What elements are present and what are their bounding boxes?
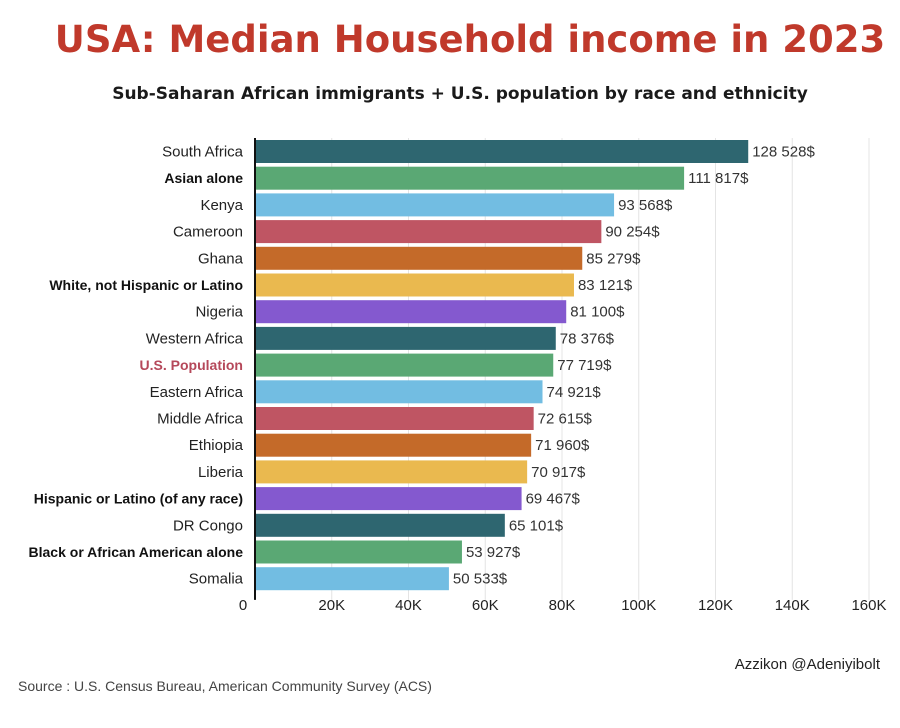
category-label: U.S. Population [140,357,243,373]
category-label: Middle Africa [157,411,244,428]
value-label: 78 376$ [560,330,615,347]
x-tick-label: 0 [239,597,247,614]
category-label: Western Africa [146,330,244,347]
x-tick-label: 160K [851,597,886,614]
category-label: Black or African American alone [29,544,244,560]
value-label: 65 101$ [509,517,564,534]
bar [255,460,528,484]
bar-chart: South Africa 128 528$ Asian alone 111 817$ K… [29,138,887,614]
category-label: Somalia [189,571,244,588]
value-label: 85 279$ [586,250,641,267]
bar [255,380,543,404]
value-label: 93 568$ [618,197,673,214]
category-label: Ghana [198,250,244,267]
category-label: Liberia [198,464,244,481]
value-label: 70 917$ [531,464,586,481]
category-label: Kenya [200,197,243,214]
x-tick-label: 20K [318,597,345,614]
value-label: 111 817$ [688,170,749,187]
source-note: Source : U.S. Census Bureau, American Co… [18,678,432,694]
value-label: 50 533$ [453,571,508,588]
bar [255,300,567,324]
bar [255,326,556,350]
bar [255,273,574,297]
bar [255,193,615,217]
category-label: South Africa [162,144,244,161]
chart-subtitle: Sub-Saharan African immigrants + U.S. po… [112,84,808,104]
value-label: 77 719$ [557,357,612,374]
category-label: Asian alone [164,170,243,186]
x-tick-label: 80K [549,597,576,614]
x-tick-label: 100K [621,597,656,614]
category-label: Nigeria [195,304,243,321]
category-label: Cameroon [173,224,243,241]
x-tick-label: 60K [472,597,499,614]
bar [255,513,505,537]
bar [255,433,532,457]
value-label: 72 615$ [538,411,593,428]
category-label: DR Congo [173,517,243,534]
value-label: 74 921$ [547,384,602,401]
x-tick-label: 120K [698,597,733,614]
x-tick-label: 140K [775,597,810,614]
bar [255,353,554,377]
value-label: 69 467$ [526,491,581,508]
category-label: White, not Hispanic or Latino [49,277,243,293]
bar [255,567,449,591]
value-label: 128 528$ [752,144,815,161]
category-label: Hispanic or Latino (of any race) [34,491,243,507]
category-label: Eastern Africa [150,384,244,401]
x-tick-label: 40K [395,597,422,614]
bar [255,540,462,564]
bar [255,246,583,270]
bar [255,140,749,163]
bar [255,487,522,511]
value-label: 90 254$ [605,224,660,241]
value-label: 71 960$ [535,437,590,454]
bar [255,407,534,430]
value-label: 81 100$ [570,304,625,321]
value-label: 53 927$ [466,544,521,561]
value-label: 83 121$ [578,277,633,294]
author-credit: Azzikon @Adeniyibolt [734,656,880,673]
bar [255,220,602,244]
category-label: Ethiopia [189,437,244,454]
bar [255,166,685,190]
chart-title: USA: Median Household income in 2023 [54,18,886,61]
